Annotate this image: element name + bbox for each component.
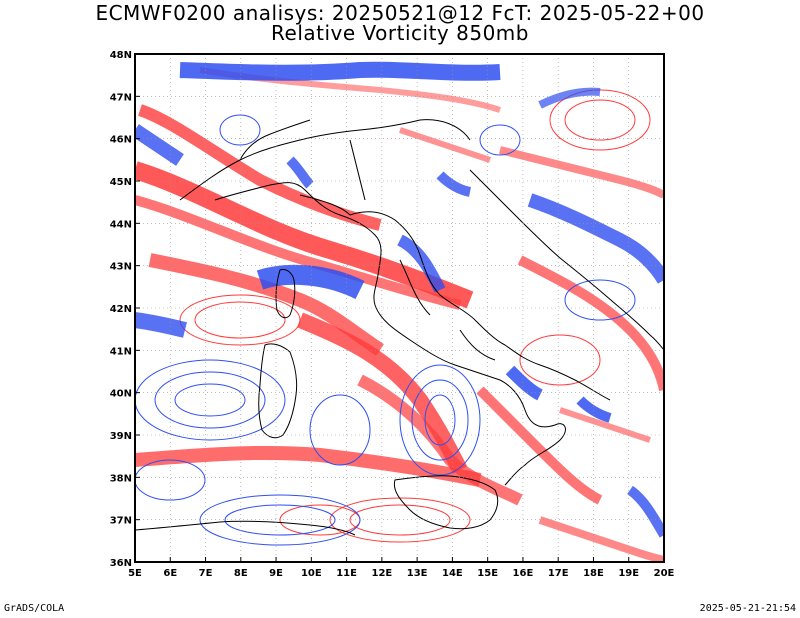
lon-tick-label: 10E	[301, 568, 322, 579]
lon-tick-label: 18E	[583, 568, 604, 579]
render-timestamp: 2025-05-21-21:54	[699, 603, 796, 614]
lon-tick-label: 8E	[234, 568, 248, 579]
lat-tick-label: 47N	[110, 92, 132, 103]
lon-tick-label: 17E	[548, 568, 569, 579]
lat-tick-label: 42N	[110, 304, 132, 315]
vorticity-contours	[135, 54, 664, 562]
map-subtitle: Relative Vorticity 850mb	[271, 21, 529, 45]
lat-tick-label: 44N	[110, 219, 132, 230]
lat-tick-label: 39N	[110, 431, 132, 442]
software-credit: GrADS/COLA	[4, 603, 65, 614]
graticule	[135, 54, 664, 562]
lon-tick-label: 9E	[269, 568, 283, 579]
lon-tick-label: 11E	[336, 568, 357, 579]
lon-tick-label: 14E	[442, 568, 463, 579]
lat-tick-label: 45N	[110, 177, 132, 188]
longitude-axis: 5E 6E 7E 8E 9E 10E 11E 12E 13E 14E 15E 16E 17E 18E 19E…	[128, 557, 675, 579]
lon-tick-label: 15E	[477, 568, 498, 579]
lat-tick-label: 37N	[110, 516, 132, 527]
latitude-axis: 36N 37N 38N 39N 40N 41N 42N 43N 44N 45N 46N 47N 48N	[110, 50, 140, 569]
lon-tick-label: 16E	[513, 568, 534, 579]
lat-tick-label: 43N	[110, 262, 132, 273]
lon-tick-label: 13E	[407, 568, 428, 579]
coastlines	[135, 119, 664, 536]
lat-tick-label: 40N	[110, 389, 132, 400]
lon-tick-label: 5E	[128, 568, 142, 579]
negative-vorticity-contours	[135, 61, 664, 546]
lat-tick-label: 46N	[110, 135, 132, 146]
map-title: ECMWF0200 analisys: 20250521@12 FcT: 202…	[95, 1, 705, 25]
lat-tick-label: 38N	[110, 473, 132, 484]
lat-tick-label: 41N	[110, 346, 132, 357]
lon-tick-label: 7E	[199, 568, 213, 579]
lon-tick-label: 6E	[163, 568, 177, 579]
lat-tick-label: 36N	[110, 558, 132, 569]
lon-tick-label: 20E	[654, 568, 675, 579]
lon-tick-label: 12E	[371, 568, 392, 579]
lat-tick-label: 48N	[110, 50, 132, 61]
lon-tick-label: 19E	[618, 568, 639, 579]
